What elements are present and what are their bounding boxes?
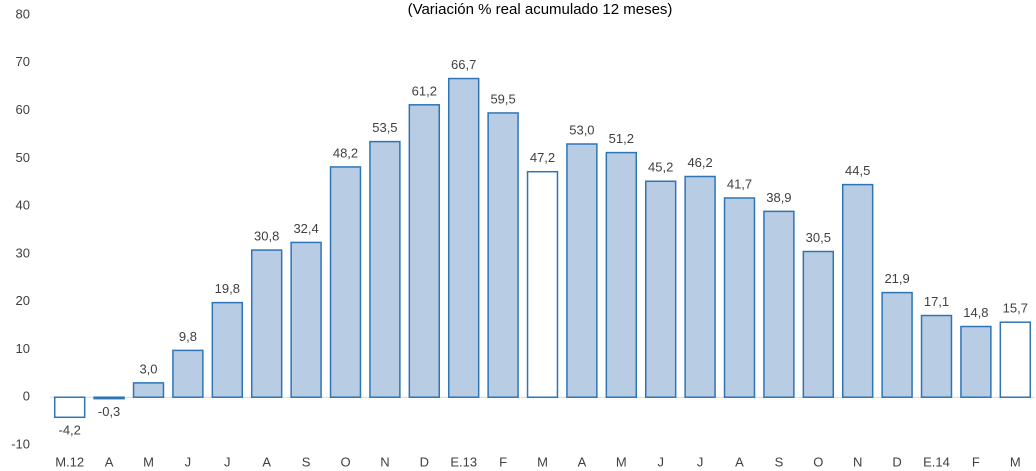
value-label: 9,8 bbox=[179, 329, 197, 344]
bar bbox=[250, 249, 283, 398]
x-tick-label: M bbox=[616, 454, 627, 469]
bar bbox=[723, 197, 756, 398]
x-tick-label: J bbox=[697, 454, 704, 469]
bar bbox=[763, 210, 795, 398]
x-tick-label: J bbox=[657, 454, 664, 469]
value-label: 48,2 bbox=[333, 145, 358, 160]
bar bbox=[802, 250, 835, 398]
x-tick-label: D bbox=[420, 454, 429, 469]
value-label: 51,2 bbox=[609, 131, 634, 146]
value-label: 17,1 bbox=[924, 294, 949, 309]
bar bbox=[841, 183, 874, 398]
bar bbox=[881, 291, 913, 398]
bar bbox=[684, 175, 716, 398]
bar bbox=[960, 325, 992, 398]
y-tick-label: -10 bbox=[11, 436, 30, 451]
value-label: 21,9 bbox=[884, 271, 909, 286]
bar bbox=[644, 180, 677, 398]
value-label: 53,0 bbox=[569, 122, 594, 137]
value-label: 30,8 bbox=[254, 229, 279, 244]
x-tick-label: N bbox=[853, 454, 862, 469]
value-label: 47,2 bbox=[530, 150, 555, 165]
bar bbox=[53, 396, 86, 419]
y-tick-label: 0 bbox=[23, 389, 30, 404]
x-tick-label: E.13 bbox=[450, 454, 477, 469]
value-label: 3,0 bbox=[139, 361, 157, 376]
y-tick-label: 40 bbox=[16, 198, 30, 213]
x-tick-label: M bbox=[1010, 454, 1021, 469]
value-label: 46,2 bbox=[687, 155, 712, 170]
x-tick-label: E.14 bbox=[923, 454, 950, 469]
bar bbox=[566, 143, 598, 398]
x-tick-label: M bbox=[143, 454, 154, 469]
x-tick-label: S bbox=[302, 454, 311, 469]
bar bbox=[211, 301, 244, 398]
value-label: 66,7 bbox=[451, 57, 476, 72]
y-tick-label: 30 bbox=[16, 245, 30, 260]
value-label: 59,5 bbox=[490, 91, 515, 106]
bar bbox=[447, 77, 480, 398]
y-tick-label: 10 bbox=[16, 341, 30, 356]
bar bbox=[526, 170, 559, 398]
x-tick-label: D bbox=[892, 454, 901, 469]
bar bbox=[290, 241, 322, 398]
value-label: 41,7 bbox=[727, 176, 752, 191]
bar bbox=[132, 382, 165, 398]
value-label: 61,2 bbox=[412, 83, 437, 98]
value-label: 53,5 bbox=[372, 120, 397, 135]
value-label: 45,2 bbox=[648, 160, 673, 175]
x-tick-label: M.12 bbox=[55, 454, 84, 469]
x-tick-label: A bbox=[262, 454, 271, 469]
value-label: 30,5 bbox=[806, 230, 831, 245]
x-tick-label: M bbox=[537, 454, 548, 469]
x-tick-label: O bbox=[813, 454, 823, 469]
value-label: 15,7 bbox=[1003, 301, 1028, 316]
bar bbox=[487, 112, 519, 398]
value-label: 38,9 bbox=[766, 190, 791, 205]
value-label: -4,2 bbox=[58, 423, 80, 438]
y-tick-label: 70 bbox=[16, 54, 30, 69]
x-tick-label: F bbox=[499, 454, 507, 469]
x-tick-label: A bbox=[735, 454, 744, 469]
x-tick-label: J bbox=[185, 454, 192, 469]
x-tick-label: F bbox=[972, 454, 980, 469]
x-tick-label: A bbox=[105, 454, 114, 469]
x-tick-label: S bbox=[775, 454, 784, 469]
x-tick-label: N bbox=[380, 454, 389, 469]
bar bbox=[369, 140, 401, 398]
bar bbox=[329, 166, 362, 398]
y-tick-label: 50 bbox=[16, 150, 30, 165]
x-tick-label: A bbox=[578, 454, 587, 469]
bar bbox=[93, 396, 125, 400]
value-label: 32,4 bbox=[293, 221, 318, 236]
y-tick-label: 80 bbox=[16, 6, 30, 21]
bar bbox=[999, 321, 1032, 398]
y-tick-label: 20 bbox=[16, 293, 30, 308]
value-label: 14,8 bbox=[963, 305, 988, 320]
bar bbox=[920, 314, 953, 398]
value-label: -0,3 bbox=[98, 404, 120, 419]
x-tick-label: O bbox=[340, 454, 350, 469]
bar bbox=[408, 104, 441, 398]
bar bbox=[172, 349, 204, 398]
x-tick-label: J bbox=[224, 454, 231, 469]
value-label: 19,8 bbox=[215, 281, 240, 296]
y-tick-label: 60 bbox=[16, 102, 30, 117]
value-label: 44,5 bbox=[845, 163, 870, 178]
chart-title: (Variación % real acumulado 12 meses) bbox=[408, 1, 673, 18]
bar bbox=[605, 151, 638, 398]
